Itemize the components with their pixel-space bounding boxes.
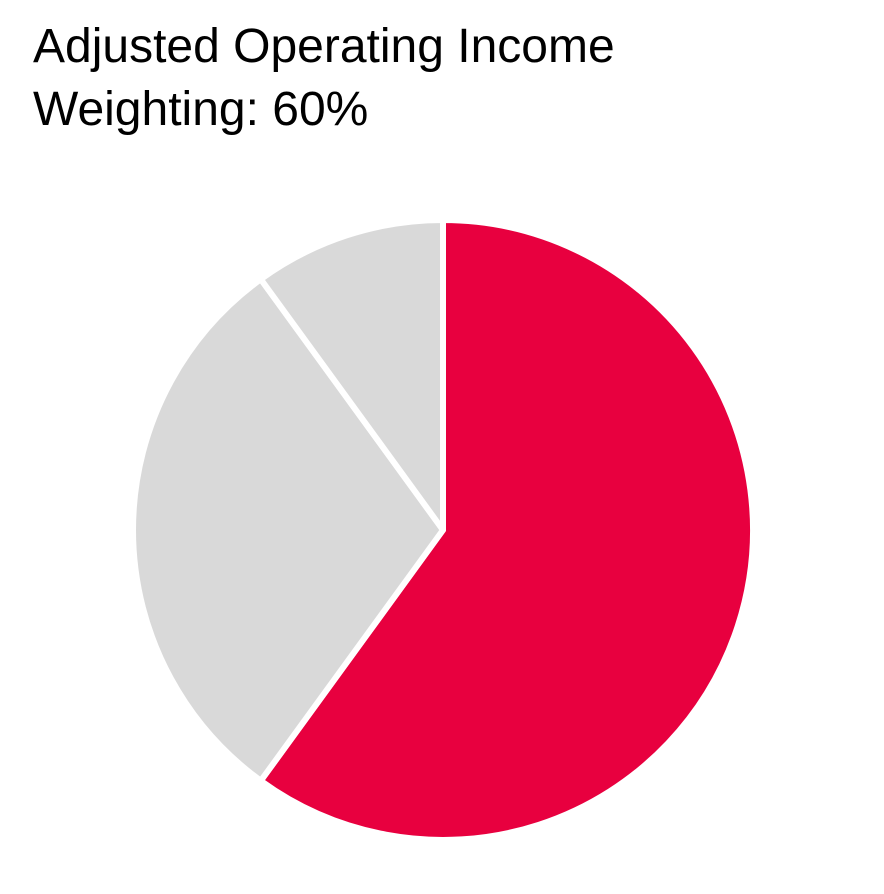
chart-subtitle: Weighting: 60% <box>33 83 368 136</box>
pie <box>130 217 756 843</box>
pie-slice <box>257 217 756 843</box>
pie-slice <box>257 217 446 533</box>
pie-slice <box>130 276 446 784</box>
chart-title: Adjusted Operating Income <box>33 20 615 73</box>
